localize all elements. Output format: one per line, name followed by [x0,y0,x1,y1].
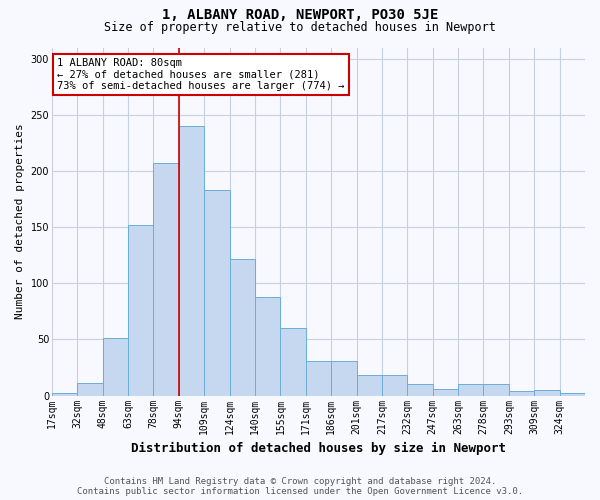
Bar [484,384,509,396]
Bar [103,338,128,396]
Bar [280,328,306,396]
Bar [356,376,382,396]
Bar [128,225,154,396]
Bar [560,394,585,396]
X-axis label: Distribution of detached houses by size in Newport: Distribution of detached houses by size … [131,442,506,455]
Bar [306,361,331,396]
Y-axis label: Number of detached properties: Number of detached properties [15,124,25,320]
Bar [382,376,407,396]
Bar [204,190,230,396]
Text: Contains HM Land Registry data © Crown copyright and database right 2024.
Contai: Contains HM Land Registry data © Crown c… [77,476,523,496]
Text: 1 ALBANY ROAD: 80sqm
← 27% of detached houses are smaller (281)
73% of semi-deta: 1 ALBANY ROAD: 80sqm ← 27% of detached h… [57,58,345,91]
Bar [230,258,255,396]
Bar [77,383,103,396]
Text: 1, ALBANY ROAD, NEWPORT, PO30 5JE: 1, ALBANY ROAD, NEWPORT, PO30 5JE [162,8,438,22]
Bar [255,297,280,396]
Bar [52,394,77,396]
Bar [407,384,433,396]
Bar [509,391,534,396]
Bar [458,384,484,396]
Bar [154,163,179,396]
Bar [331,361,356,396]
Text: Size of property relative to detached houses in Newport: Size of property relative to detached ho… [104,21,496,34]
Bar [534,390,560,396]
Bar [179,126,204,396]
Bar [433,389,458,396]
